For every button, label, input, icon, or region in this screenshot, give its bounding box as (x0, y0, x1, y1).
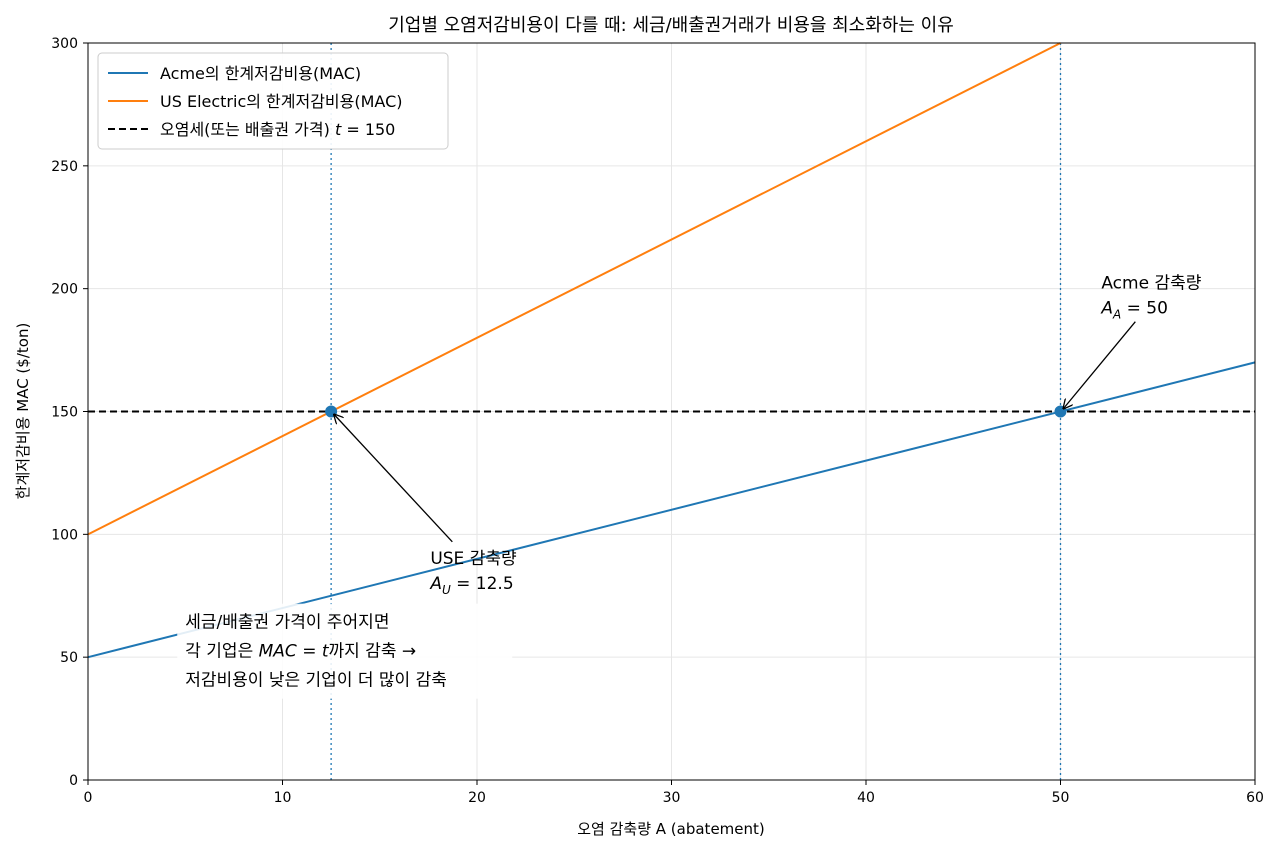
annotation-math-var: A (1100, 299, 1113, 319)
annotation-arrow (1064, 321, 1136, 409)
chart-title: 기업별 오염저감비용이 다를 때: 세금/배출권거래가 비용을 최소화하는 이유 (388, 15, 954, 36)
legend-entry-math-var: t (335, 120, 342, 139)
legend-entry-math-rest: = 150 (341, 120, 395, 139)
note-line2-post: 까지 감축 → (329, 642, 417, 662)
note-box (177, 603, 513, 699)
legend-entry-tax: 오염세(또는 배출권 가격) t = 150 (160, 120, 395, 139)
x-tick-label: 20 (468, 790, 486, 806)
legend-box (97, 52, 449, 150)
y-tick-label: 300 (51, 36, 78, 52)
y-tick-label: 200 (51, 282, 78, 298)
annotation-text: USE 감축량 AU = 12.5 (429, 549, 517, 597)
y-tick-label: 100 (51, 527, 78, 543)
x-tick-label: 0 (84, 790, 93, 806)
note-line2-eq: = (297, 642, 322, 662)
note-line2-pre: 각 기업은 (185, 642, 258, 662)
legend-entry-prefix: 오염세(또는 배출권 가격) (160, 120, 335, 139)
annotation-math-rest: = 50 (1121, 299, 1168, 319)
y-tick-label: 50 (60, 650, 78, 666)
annotation-math-rest: = 12.5 (451, 574, 514, 594)
y-tick-label: 0 (69, 773, 78, 789)
x-tick-label: 30 (663, 790, 681, 806)
note-line2-var: t (322, 642, 330, 662)
x-tick-label: 40 (857, 790, 875, 806)
note-line3: 저감비용이 낮은 기업이 더 많이 감축 (185, 671, 447, 691)
annotation-arrow (334, 415, 453, 543)
tick-layer: 0 10 20 30 40 50 60 0 50 100 150 200 250 300 (51, 36, 1264, 806)
x-axis-label: 오염 감축량 A (abatement) (577, 820, 765, 838)
annotation-text: Acme 감축량 AA = 50 (1100, 274, 1201, 322)
y-tick-label: 150 (51, 405, 78, 421)
x-tick-label: 50 (1052, 790, 1070, 806)
annotation-math-sub: U (442, 583, 451, 597)
legend-entry-us-electric: US Electric의 한계저감비용(MAC) (160, 92, 403, 111)
y-axis-label: 한계저감비용 MAC ($/ton) (14, 323, 32, 500)
y-tick-label: 250 (51, 159, 78, 175)
annotation-math-var: A (429, 574, 442, 594)
x-tick-label: 10 (274, 790, 292, 806)
legend-entry-acme: Acme의 한계저감비용(MAC) (160, 64, 361, 83)
series-line-us-electric (87, 42, 1061, 536)
annotation-math-sub: A (1112, 308, 1121, 322)
annotation-line1: Acme 감축량 (1101, 274, 1201, 294)
note-line1: 세금/배출권 가격이 주어지면 (185, 613, 389, 633)
legend: Acme의 한계저감비용(MAC) US Electric의 한계저감비용(MAC… (97, 52, 449, 150)
annotation-line1: USE 감축량 (430, 549, 517, 569)
x-tick-label: 60 (1246, 790, 1264, 806)
note-line2-math: MAC (259, 642, 297, 662)
